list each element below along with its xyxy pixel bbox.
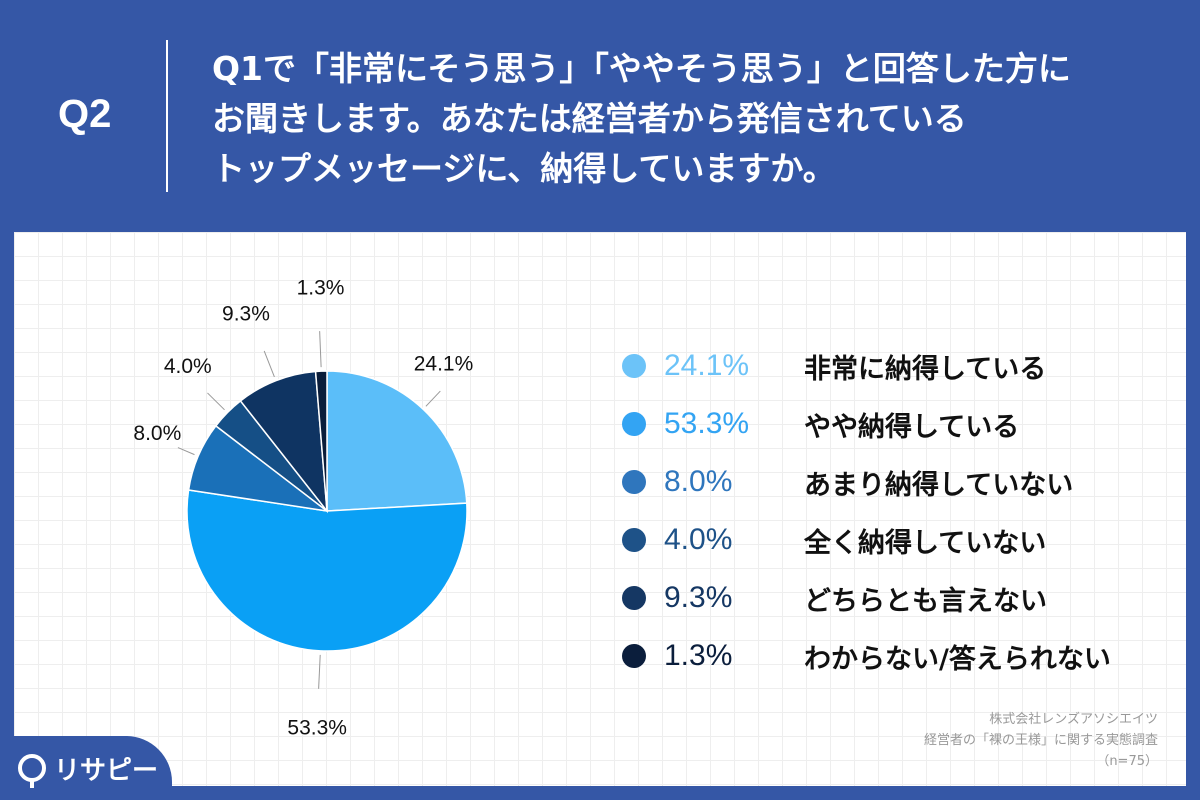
question-text: Q1で「非常にそう思う」「ややそう思う」と回答した方に お聞きします。あなたは経… [212, 44, 1172, 194]
legend-label: やや納得している [804, 411, 1020, 443]
legend-percent: 24.1% [664, 349, 750, 382]
pie-leader-line [177, 447, 195, 456]
question-number: Q2 [58, 92, 112, 136]
legend-item: 53.3% やや納得している [622, 395, 1111, 453]
legend-percent: 9.3% [664, 581, 733, 614]
source-company: 株式会社レンズアソシエイツ [989, 712, 1158, 727]
legend-swatch [622, 470, 646, 494]
question-line: トップメッセージに、納得していますか。 [212, 149, 836, 188]
pie-data-label: 8.0% [133, 422, 181, 445]
pie-data-label: 1.3% [297, 277, 345, 300]
legend-swatch [622, 586, 646, 610]
legend: 24.1% 非常に納得している 53.3% やや納得している 8.0% あまり納… [622, 337, 1111, 685]
pie-chart: 24.1% 53.3% 8.0% 4.0% 9.3% 1.3% [133, 277, 474, 740]
source-sample-size: （n=75） [1096, 754, 1158, 769]
header: Q2 Q1で「非常にそう思う」「ややそう思う」と回答した方に お聞きします。あな… [0, 0, 1200, 232]
legend-label: 全く納得していない [804, 527, 1047, 559]
legend-label: あまり納得していない [804, 469, 1074, 501]
legend-item: 1.3% わからない/答えられない [622, 627, 1111, 685]
brand-logo: リサピー [0, 736, 172, 800]
pie-slice [314, 370, 328, 512]
legend-percent: 53.3% [664, 407, 750, 440]
legend-item: 4.0% 全く納得していない [622, 511, 1111, 569]
legend-swatch [622, 354, 646, 378]
legend-item: 8.0% あまり納得していない [622, 453, 1111, 511]
question-line: Q1で「非常にそう思う」「ややそう思う」と回答した方に [212, 49, 1071, 88]
pie-data-label: 53.3% [287, 716, 347, 739]
pie-data-label: 9.3% [222, 302, 270, 325]
legend-swatch [622, 528, 646, 552]
chart-panel: 24.1% 53.3% 8.0% 4.0% 9.3% 1.3% 24.1% 非常に納得して… [14, 232, 1186, 786]
legend-percent: 8.0% [664, 465, 733, 498]
legend-item: 24.1% 非常に納得している [622, 337, 1111, 395]
question-line: お聞きします。あなたは経営者から発信されている [212, 99, 967, 138]
pin-icon [18, 754, 46, 788]
pie-leader-line [319, 331, 322, 368]
pie-slice [186, 489, 468, 652]
header-divider [166, 40, 168, 192]
pie-slice [239, 370, 328, 514]
pie-leader-line [425, 390, 441, 407]
legend-label: わからない/答えられない [804, 643, 1111, 675]
legend-percent: 4.0% [664, 523, 733, 556]
legend-percent: 1.3% [664, 639, 733, 672]
pie-leader-line [263, 350, 275, 378]
pie-data-label: 4.0% [164, 355, 212, 378]
logo-text: リサピー [54, 755, 159, 786]
legend-item: 9.3% どちらとも言えない [622, 569, 1111, 627]
legend-swatch [622, 644, 646, 668]
legend-swatch [622, 412, 646, 436]
legend-label: 非常に納得している [804, 353, 1047, 385]
legend-label: どちらとも言えない [804, 585, 1047, 617]
pie-leader-line [318, 654, 321, 689]
source-survey: 経営者の「裸の王様」に関する実態調査 [923, 733, 1158, 748]
source-note: 株式会社レンズアソシエイツ 経営者の「裸の王様」に関する実態調査 （n=75） [924, 709, 1158, 772]
pie-data-label: 24.1% [414, 352, 474, 375]
pie-leader-line [207, 392, 225, 411]
pie-slice [326, 370, 468, 512]
